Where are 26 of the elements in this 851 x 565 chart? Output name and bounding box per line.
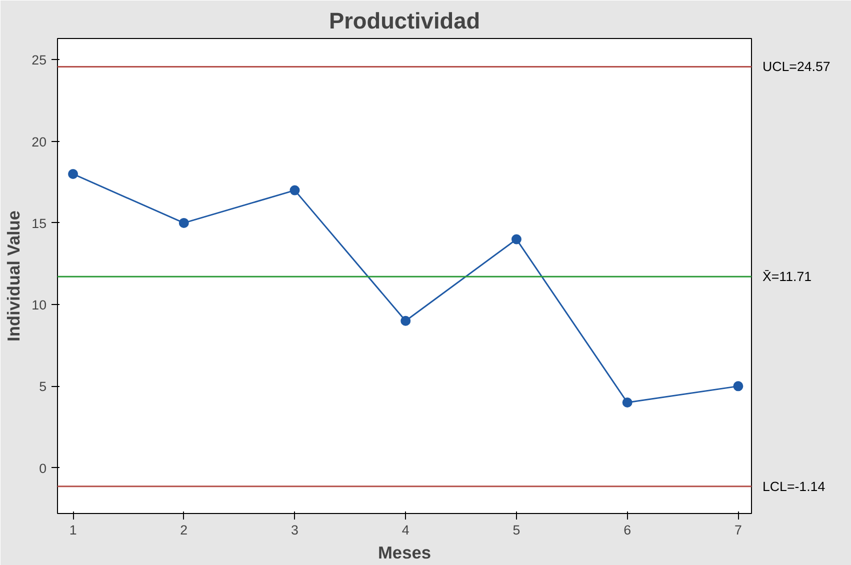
x-tick-label: 5 bbox=[512, 522, 520, 538]
y-axis-title: Individual Value bbox=[4, 210, 24, 342]
y-tick-label: 15 bbox=[32, 216, 47, 231]
point bbox=[733, 381, 744, 392]
point bbox=[178, 218, 189, 228]
y-tick-label: 25 bbox=[32, 52, 47, 68]
x-tick-label: 1 bbox=[69, 522, 77, 538]
point bbox=[622, 398, 632, 408]
x-tick-label: 6 bbox=[624, 522, 632, 538]
point bbox=[290, 185, 300, 196]
y-tick-label: 0 bbox=[39, 460, 47, 476]
y-tick-label: 10 bbox=[32, 298, 47, 313]
x-tick-label: 3 bbox=[291, 522, 298, 538]
x-tick-label: 7 bbox=[734, 522, 742, 538]
point bbox=[511, 234, 522, 244]
point bbox=[400, 316, 411, 326]
ref-line-label: UCL=24.57 bbox=[762, 59, 830, 74]
y-tick-label: 20 bbox=[32, 134, 47, 150]
chart-title: Productividad bbox=[328, 8, 480, 34]
x-tick-label: 2 bbox=[180, 522, 188, 538]
point bbox=[68, 168, 78, 179]
ref-line-label: X̄=11.71 bbox=[762, 269, 812, 284]
x-axis-title: Meses bbox=[378, 542, 431, 562]
ref-line-label: LCL=-1.14 bbox=[762, 478, 826, 494]
y-tick-label: 5 bbox=[39, 379, 47, 394]
x-tick-label: 4 bbox=[402, 522, 410, 538]
